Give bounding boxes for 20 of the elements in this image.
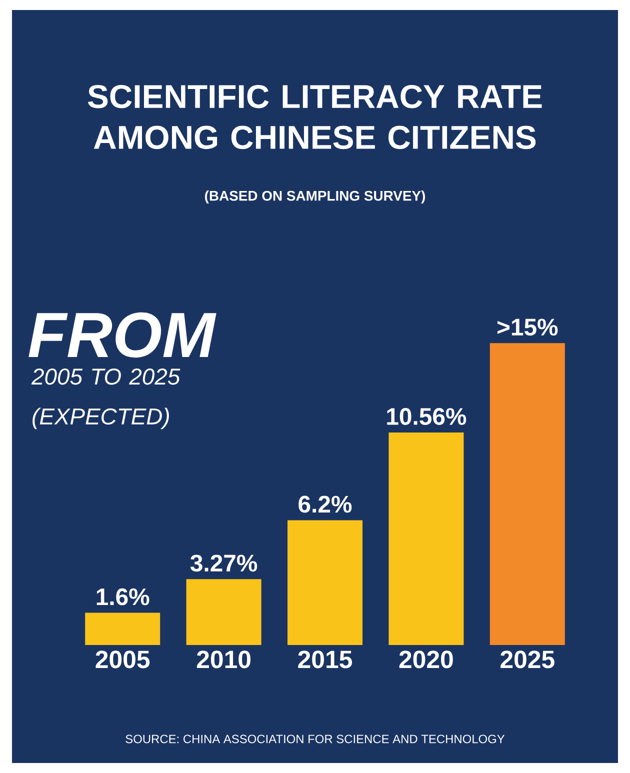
source-note: SOURCE: CHINA ASSOCIATION FOR SCIENCE AND TECHNOLOGY bbox=[126, 734, 505, 744]
x-tick-label: 2005 bbox=[96, 650, 150, 668]
data-label: 6.2% bbox=[298, 496, 352, 513]
data-label: 10.56% bbox=[387, 408, 466, 425]
x-tick-label: 2020 bbox=[399, 650, 453, 668]
data-label: 1.6% bbox=[96, 588, 150, 606]
chart-subtitle: (BASED ON SAMPLING SURVEY) bbox=[204, 190, 425, 204]
x-tick-label: 2010 bbox=[196, 650, 250, 668]
x-tick-label: 2025 bbox=[500, 650, 554, 668]
bar bbox=[288, 520, 362, 645]
bar bbox=[490, 343, 565, 645]
bar bbox=[85, 612, 160, 645]
x-tick-label: 2015 bbox=[298, 650, 352, 668]
chart-title: SCIENTIFIC LITERACY RATE AMONG CHINESE CITIZENS bbox=[88, 84, 542, 150]
annotation: FROM bbox=[28, 312, 216, 358]
data-label: >15% bbox=[497, 318, 558, 336]
bar bbox=[186, 579, 262, 645]
data-label: 3.27% bbox=[190, 554, 258, 572]
bar bbox=[388, 432, 464, 645]
annotation: 2005 TO 2025 (EXPECTED) bbox=[31, 368, 180, 430]
